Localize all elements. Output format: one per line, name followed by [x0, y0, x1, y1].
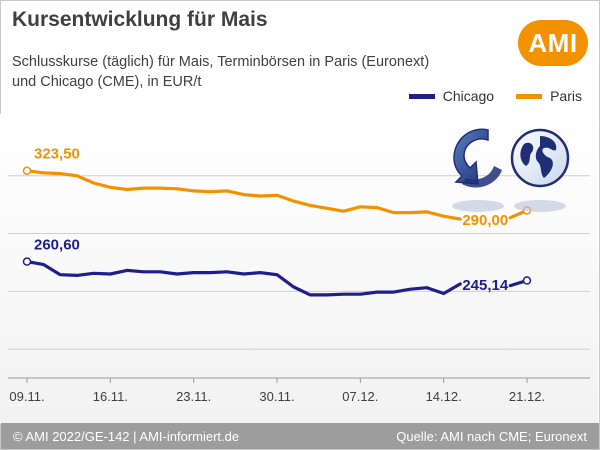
endpoint-marker-chicago: [522, 276, 532, 285]
legend-label-paris: Paris: [550, 88, 582, 104]
chart-legend: Chicago Paris: [387, 88, 582, 104]
series-line-paris: [25, 169, 462, 221]
start-label-chicago: 260,60: [34, 237, 80, 254]
series-line-chicago: [25, 260, 462, 297]
x-tick-label: 30.11.: [259, 389, 294, 404]
start-label-paris: 323,50: [34, 146, 80, 163]
legend-swatch-paris: [516, 93, 543, 99]
x-tick-label: 21.12.: [509, 389, 545, 404]
x-tick-label: 23.11.: [176, 389, 211, 404]
legend-label-chicago: Chicago: [442, 88, 495, 104]
legend-item-paris: Paris: [516, 88, 582, 104]
x-tick-labels: 09.11. 16.11. 23.11. 30.11. 07.12. 14.12. 21.1…: [9, 378, 545, 404]
footer-copyright: © AMI 2022/GE-142 | AMI-informiert.de: [13, 428, 240, 444]
x-tick-label: 14.12.: [426, 389, 462, 404]
legend-swatch-chicago: [408, 93, 435, 99]
end-label-chicago: 245,14: [462, 277, 509, 294]
globe-icon: [510, 128, 570, 212]
end-label-paris: 290,00: [462, 212, 508, 229]
ami-logo-text: AMI: [528, 27, 578, 58]
data-labels: 260,60 245,14 323,50 290,00: [34, 146, 509, 294]
chart-subtitle: Schlusskurse (täglich) für Mais, Terminb…: [12, 54, 430, 90]
endpoint-marker-chicago: [22, 257, 32, 266]
x-tick-label: 07.12.: [342, 389, 378, 404]
endpoint-marker-paris: [22, 166, 32, 175]
decorative-icons: [452, 128, 570, 212]
footer-bar: © AMI 2022/GE-142 | AMI-informiert.de Qu…: [1, 423, 599, 449]
plot-background: [0, 114, 598, 424]
legend-item-chicago: Chicago: [408, 88, 495, 104]
footer-source: Quelle: AMI nach CME; Euronext: [396, 428, 587, 444]
chart-title: Kursentwicklung für Mais: [12, 8, 268, 31]
refresh-arrow-icon: [452, 128, 504, 212]
x-tick-label: 16.11.: [93, 389, 128, 404]
x-tick-label: 09.11.: [9, 389, 44, 404]
ami-logo: AMI: [518, 20, 588, 66]
